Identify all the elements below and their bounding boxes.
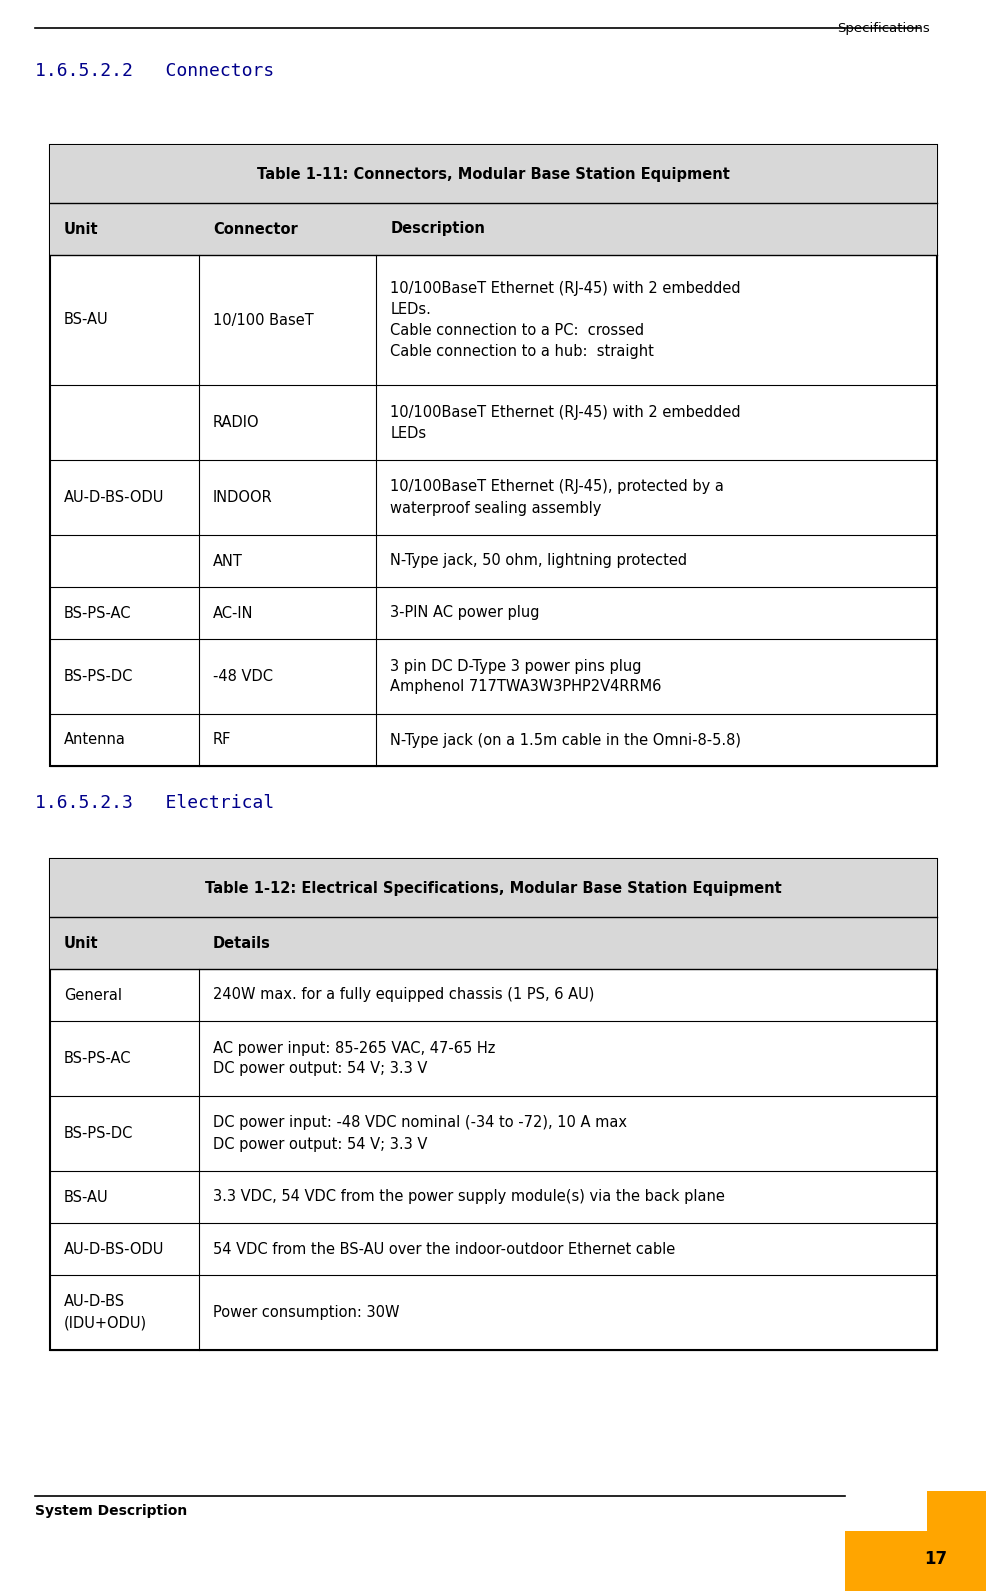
Text: 3-PIN AC power plug: 3-PIN AC power plug <box>390 606 539 620</box>
Text: 240W max. for a fully equipped chassis (1 PS, 6 AU): 240W max. for a fully equipped chassis (… <box>213 988 594 1002</box>
Text: AC power input: 85-265 VAC, 47-65 Hz
DC power output: 54 V; 3.3 V: AC power input: 85-265 VAC, 47-65 Hz DC … <box>213 1041 495 1077</box>
Text: Table 1-11: Connectors, Modular Base Station Equipment: Table 1-11: Connectors, Modular Base Sta… <box>256 167 730 181</box>
Bar <box>50 859 936 1351</box>
Text: RADIO: RADIO <box>213 415 259 430</box>
Text: Specifications: Specifications <box>836 22 929 35</box>
Text: BS-AU: BS-AU <box>64 1190 108 1204</box>
Bar <box>50 916 936 969</box>
Text: 1.6.5.2.3   Electrical: 1.6.5.2.3 Electrical <box>35 794 274 811</box>
Text: ANT: ANT <box>213 554 243 568</box>
Text: Unit: Unit <box>64 936 99 950</box>
Text: BS-PS-DC: BS-PS-DC <box>64 668 133 684</box>
Bar <box>844 1491 986 1591</box>
Text: BS-PS-DC: BS-PS-DC <box>64 1126 133 1141</box>
Text: BS-AU: BS-AU <box>64 312 108 328</box>
Text: N-Type jack, 50 ohm, lightning protected: N-Type jack, 50 ohm, lightning protected <box>390 554 687 568</box>
Text: 10/100 BaseT: 10/100 BaseT <box>213 312 314 328</box>
Text: Connector: Connector <box>213 221 298 237</box>
Text: INDOOR: INDOOR <box>213 490 272 504</box>
Bar <box>50 859 936 916</box>
Text: System Description: System Description <box>35 1503 187 1518</box>
Text: General: General <box>64 988 122 1002</box>
Text: Description: Description <box>390 221 485 237</box>
Text: Unit: Unit <box>64 221 99 237</box>
Text: BS-PS-AC: BS-PS-AC <box>64 1052 131 1066</box>
Text: DC power input: -48 VDC nominal (-34 to -72), 10 A max
DC power output: 54 V; 3.: DC power input: -48 VDC nominal (-34 to … <box>213 1115 626 1152</box>
Text: Table 1-12: Electrical Specifications, Modular Base Station Equipment: Table 1-12: Electrical Specifications, M… <box>205 880 781 896</box>
Text: N-Type jack (on a 1.5m cable in the Omni-8-5.8): N-Type jack (on a 1.5m cable in the Omni… <box>390 732 740 748</box>
Text: -48 VDC: -48 VDC <box>213 668 273 684</box>
Bar <box>50 204 936 255</box>
Text: Details: Details <box>213 936 270 950</box>
Bar <box>50 145 936 765</box>
Text: BS-PS-AC: BS-PS-AC <box>64 606 131 620</box>
Text: AU-D-BS-ODU: AU-D-BS-ODU <box>64 1241 165 1257</box>
Text: 17: 17 <box>924 1550 947 1569</box>
Text: Antenna: Antenna <box>64 732 126 748</box>
Text: Power consumption: 30W: Power consumption: 30W <box>213 1305 399 1321</box>
Text: 10/100BaseT Ethernet (RJ-45) with 2 embedded
LEDs.
Cable connection to a PC:  cr: 10/100BaseT Ethernet (RJ-45) with 2 embe… <box>390 282 740 360</box>
Text: 10/100BaseT Ethernet (RJ-45), protected by a
waterproof sealing assembly: 10/100BaseT Ethernet (RJ-45), protected … <box>390 479 724 515</box>
Bar <box>844 1491 926 1531</box>
Text: 10/100BaseT Ethernet (RJ-45) with 2 embedded
LEDs: 10/100BaseT Ethernet (RJ-45) with 2 embe… <box>390 404 740 441</box>
Text: 1.6.5.2.2   Connectors: 1.6.5.2.2 Connectors <box>35 62 274 80</box>
Text: RF: RF <box>213 732 231 748</box>
Text: AU-D-BS-ODU: AU-D-BS-ODU <box>64 490 165 504</box>
Text: 3 pin DC D-Type 3 power pins plug
Amphenol 717TWA3W3PHP2V4RRM6: 3 pin DC D-Type 3 power pins plug Amphen… <box>390 659 662 695</box>
Bar <box>50 145 936 204</box>
Text: 3.3 VDC, 54 VDC from the power supply module(s) via the back plane: 3.3 VDC, 54 VDC from the power supply mo… <box>213 1190 724 1204</box>
Text: 54 VDC from the BS-AU over the indoor-outdoor Ethernet cable: 54 VDC from the BS-AU over the indoor-ou… <box>213 1241 674 1257</box>
Text: AU-D-BS
(IDU+ODU): AU-D-BS (IDU+ODU) <box>64 1295 147 1330</box>
Text: AC-IN: AC-IN <box>213 606 253 620</box>
